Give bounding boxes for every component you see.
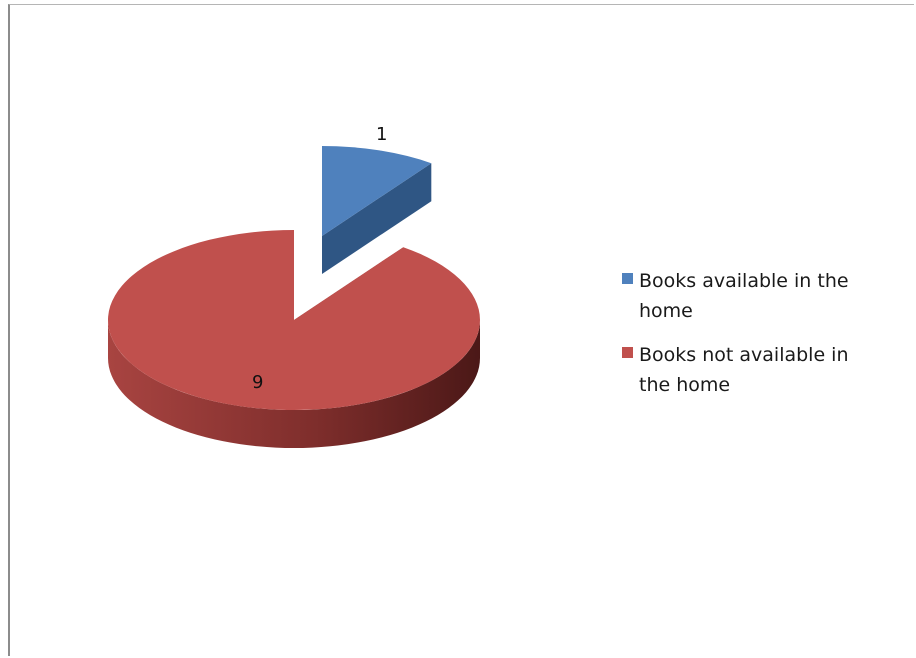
legend-item-books-not-available: Books not available in the home bbox=[622, 340, 912, 400]
legend-label: Books available in the home bbox=[639, 270, 849, 322]
pie-slice-cut-face bbox=[322, 163, 432, 274]
data-label: 9 bbox=[252, 372, 263, 393]
data-label: 1 bbox=[376, 124, 387, 145]
pie-slice-side bbox=[108, 320, 480, 448]
legend-swatch-red bbox=[622, 347, 633, 358]
legend-label: Books not available in the home bbox=[639, 344, 849, 396]
chart-frame bbox=[8, 4, 914, 656]
pie-slice bbox=[108, 230, 481, 410]
legend: Books available in the home Books not av… bbox=[622, 266, 912, 414]
pie-slice bbox=[322, 146, 432, 236]
legend-item-books-available: Books available in the home bbox=[622, 266, 912, 326]
legend-swatch-blue bbox=[622, 273, 633, 284]
